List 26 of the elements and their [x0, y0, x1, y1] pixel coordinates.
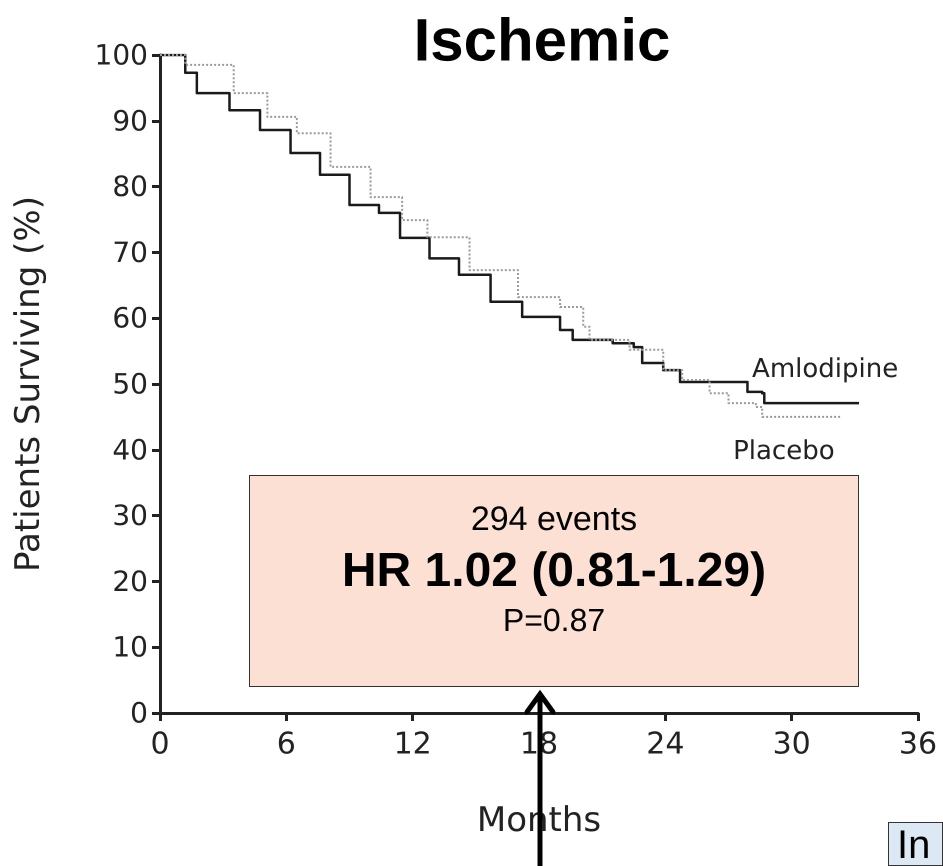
x-tick-label: 0	[150, 726, 170, 762]
annotation: HR 1.02 (0.81-1.29)	[340, 543, 768, 598]
x-tick-label: 6	[276, 726, 296, 762]
x-tick-label: 24	[646, 726, 684, 762]
y-tick-label: 100	[94, 38, 148, 72]
x-tick-label: 36	[898, 726, 938, 762]
y-axis-title: Patients Surviving (%)	[8, 196, 48, 572]
series-label: Placebo	[733, 436, 835, 466]
y-tick-label: 20	[112, 564, 148, 598]
y-tick-label: 30	[112, 499, 148, 532]
annotation: 294 events	[470, 500, 638, 540]
annotation: P=0.87	[502, 602, 606, 640]
x-tick-label: 12	[394, 726, 432, 762]
y-tick-label: 60	[112, 302, 148, 335]
y-tick-label: 90	[112, 104, 148, 138]
series-label: Amlodipine	[752, 354, 898, 384]
note-box: 294 events HR 1.02 (0.81-1.29) P=0.87	[249, 475, 859, 687]
y-tick-label: 50	[112, 368, 148, 400]
y-tick-label: 10	[112, 630, 148, 664]
note-box: In	[888, 822, 943, 866]
chart-title: Ischemic	[414, 6, 670, 74]
y-tick-label: 80	[112, 170, 148, 204]
x-tick-label: 30	[772, 726, 811, 762]
y-tick-label: 40	[112, 433, 148, 466]
y-tick-label: 0	[130, 696, 148, 730]
y-tick-label: 70	[112, 236, 148, 269]
